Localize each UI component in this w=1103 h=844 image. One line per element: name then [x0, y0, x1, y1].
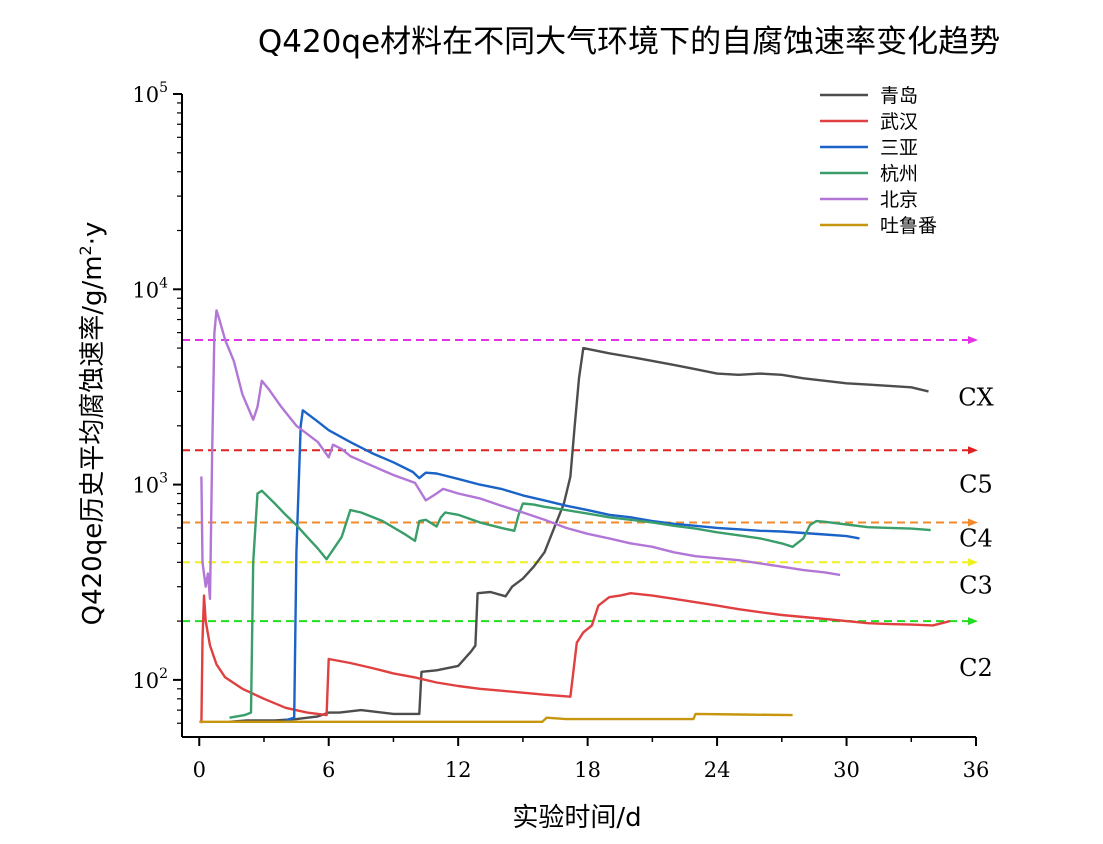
x-tick-label: 24 — [704, 758, 731, 782]
reference-line-arrow — [968, 617, 978, 626]
axes: 0 6 12 18 24 30 36 102 103 104 105 — [132, 80, 989, 782]
x-tick-label: 30 — [833, 758, 860, 782]
legend-label: 杭州 — [880, 163, 918, 185]
x-tick-label: 18 — [574, 758, 601, 782]
legend-label: 吐鲁番 — [880, 215, 937, 237]
reference-line-arrow — [968, 518, 978, 527]
chart-title: Q420qe材料在不同大气环境下的自腐蚀速率变化趋势 — [258, 24, 1000, 60]
x-tick-label: 12 — [445, 758, 472, 782]
series-line — [285, 409, 860, 722]
reference-line-arrow — [968, 446, 978, 455]
y-tick-label: 105 — [132, 80, 168, 107]
series-line — [200, 309, 841, 600]
zone-label: C5 — [959, 471, 993, 499]
x-tick-label: 36 — [963, 758, 990, 782]
zone-label: CX — [958, 383, 993, 411]
series-line — [200, 592, 951, 724]
x-axis-label: 实验时间/d — [512, 803, 641, 833]
y-tick-label: 104 — [132, 275, 168, 302]
series-lines — [199, 309, 951, 724]
zone-label: C2 — [959, 654, 993, 682]
y-tick-label: 102 — [132, 666, 168, 693]
series-line — [199, 712, 793, 723]
legend-label: 北京 — [880, 189, 918, 211]
legend-label: 三亚 — [880, 137, 918, 159]
legend-label: 青岛 — [880, 85, 918, 107]
y-axis-label-end: ·y — [78, 222, 108, 246]
series-line — [229, 346, 929, 723]
reference-line-arrow — [968, 558, 978, 567]
zone-label: C4 — [959, 524, 993, 552]
legend-label: 武汉 — [880, 111, 918, 133]
zone-labels: CX C5 C4 C3 C2 — [958, 383, 993, 682]
y-axis-label-sup: 2 — [76, 245, 95, 255]
zone-label: C3 — [959, 571, 993, 599]
series-line — [229, 489, 931, 719]
y-axis-label: Q420qe历史平均腐蚀速率/g/m2·y — [76, 222, 108, 626]
y-tick-label: 103 — [132, 471, 168, 498]
y-axis-label-main: Q420qe历史平均腐蚀速率/g/m — [78, 255, 108, 625]
x-tick-label: 6 — [322, 758, 335, 782]
x-tick-label: 0 — [193, 758, 206, 782]
reference-line-arrow — [968, 336, 978, 345]
